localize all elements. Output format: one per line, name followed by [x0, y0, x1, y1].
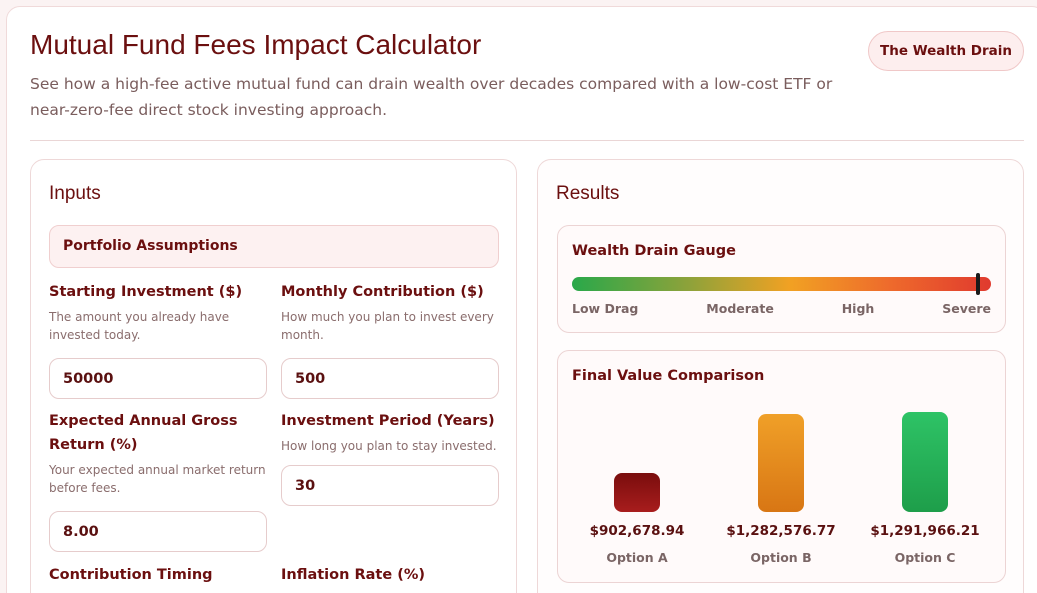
starting-investment-input[interactable] — [49, 358, 267, 399]
page-subtitle: See how a high-fee active mutual fund ca… — [30, 75, 833, 119]
starting-investment-field: Starting Investment ($) The amount you a… — [49, 280, 267, 399]
monthly-contribution-input[interactable] — [281, 358, 499, 399]
monthly-contribution-label: Monthly Contribution ($) — [281, 284, 484, 300]
gauge-label-high: High — [841, 301, 875, 316]
option-b-column: $1,282,576.77 Option B — [711, 351, 851, 584]
page-title: Mutual Fund Fees Impact Calculator — [30, 29, 482, 60]
option-b-value: $1,282,576.77 — [726, 523, 836, 539]
inputs-title: Inputs — [49, 183, 101, 204]
option-a-column: $902,678.94 Option A — [567, 351, 707, 584]
gauge-labels: Low Drag Moderate High Severe — [572, 301, 991, 316]
results-title: Results — [556, 183, 620, 204]
wealth-drain-gauge — [572, 273, 991, 295]
option-c-value: $1,291,966.21 — [870, 523, 980, 539]
starting-investment-help: The amount you already have invested tod… — [49, 310, 230, 342]
monthly-contribution-help: How much you plan to invest every month. — [281, 310, 494, 342]
gauge-label-severe: Severe — [942, 301, 991, 316]
option-a-bar — [614, 473, 660, 512]
annual-return-help: Your expected annual market return befor… — [49, 463, 266, 495]
investment-period-label: Investment Period (Years) — [281, 413, 495, 429]
option-b-label: Option B — [750, 550, 812, 565]
investment-period-field: Investment Period (Years) How long you p… — [281, 409, 499, 506]
comparison-title: Final Value Comparison — [572, 368, 765, 384]
gauge-title: Wealth Drain Gauge — [572, 243, 736, 259]
inputs-panel: Inputs Portfolio Assumptions Starting In… — [30, 159, 517, 593]
results-panel: Results Wealth Drain Gauge Low Drag Mode… — [537, 159, 1024, 593]
contribution-timing-field: Contribution Timing — [49, 563, 267, 587]
header-divider — [30, 140, 1024, 141]
gauge-needle — [976, 273, 981, 295]
option-b-bar — [758, 414, 804, 512]
option-c-column: $1,291,966.21 Option C — [855, 351, 995, 584]
gauge-label-moderate: Moderate — [706, 301, 774, 316]
option-c-label: Option C — [894, 550, 956, 565]
option-c-bar — [902, 412, 948, 512]
investment-period-help: How long you plan to stay invested. — [281, 439, 497, 453]
option-a-value: $902,678.94 — [589, 523, 685, 539]
final-value-comparison-card: Final Value Comparison $902,678.94 Optio… — [557, 350, 1006, 583]
gauge-label-low: Low Drag — [572, 301, 639, 316]
investment-period-input[interactable] — [281, 465, 499, 506]
inflation-rate-field: Inflation Rate (%) — [281, 563, 499, 587]
annual-return-field: Expected Annual Gross Return (%) Your ex… — [49, 409, 267, 552]
wealth-drain-badge: The Wealth Drain — [868, 31, 1024, 71]
portfolio-assumptions-header: Portfolio Assumptions — [49, 225, 499, 268]
annual-return-label: Expected Annual Gross Return (%) — [49, 413, 238, 453]
monthly-contribution-field: Monthly Contribution ($) How much you pl… — [281, 280, 499, 399]
starting-investment-label: Starting Investment ($) — [49, 284, 243, 300]
contribution-timing-label: Contribution Timing — [49, 567, 213, 583]
option-a-label: Option A — [606, 550, 668, 565]
annual-return-input[interactable] — [49, 511, 267, 552]
wealth-drain-gauge-card: Wealth Drain Gauge Low Drag Moderate Hig… — [557, 225, 1006, 333]
inflation-rate-label: Inflation Rate (%) — [281, 567, 426, 583]
